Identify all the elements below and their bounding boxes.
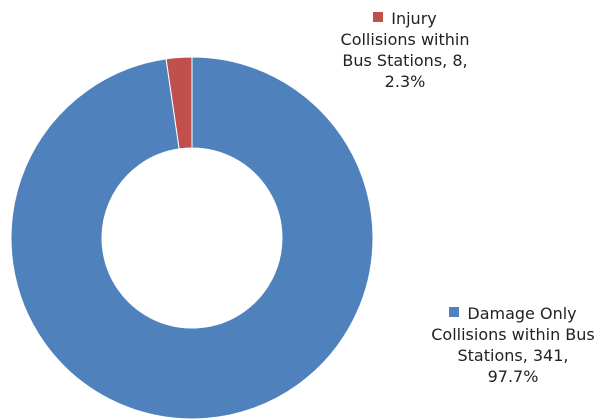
data-label: Injury Collisions within Bus Stations, 8… (335, 8, 475, 92)
legend-swatch (449, 307, 460, 317)
slice (10, 56, 374, 419)
data-label: Damage Only Collisions within Bus Statio… (430, 303, 596, 387)
label-text: Injury Collisions within Bus Stations, 8… (340, 9, 470, 91)
label-text: Damage Only Collisions within Bus Statio… (431, 304, 595, 386)
legend-swatch (373, 12, 384, 22)
